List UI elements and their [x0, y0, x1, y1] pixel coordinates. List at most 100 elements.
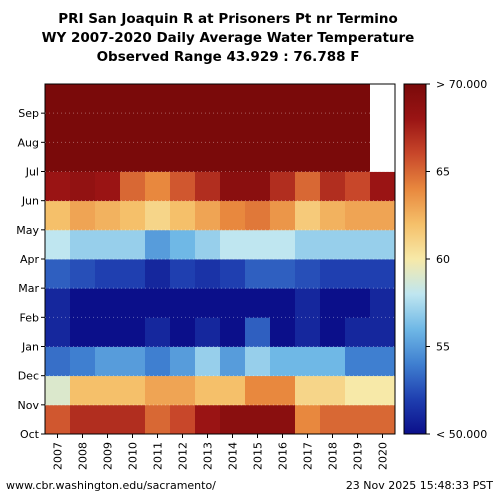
chart-title-line-2: WY 2007-2020 Daily Average Water Tempera…	[41, 30, 415, 46]
heatmap-cell-2015-Jun	[245, 171, 271, 202]
heatmap-cell-2017-Apr	[295, 229, 321, 260]
heatmap-cell-2011-Jun	[145, 171, 171, 202]
colorbar-tick-label: 55	[436, 341, 450, 354]
colorbar-tick-label: 60	[436, 253, 450, 266]
heatmap-cell-2008-Mar	[70, 259, 96, 289]
heatmap-cell-2018-Oct	[320, 404, 346, 435]
heatmap-cell-2016-Feb	[270, 288, 296, 318]
heatmap-cell-2017-Jun	[295, 171, 321, 202]
heatmap-cell-2017-Sep	[295, 84, 321, 114]
heatmap-cell-2017-Feb	[295, 288, 321, 318]
heatmap-cell-2012-Apr	[170, 229, 196, 260]
heatmap-cell-2007-Sep	[45, 84, 71, 114]
heatmap-cell-2013-Nov	[195, 375, 221, 406]
heatmap-cell-2009-Oct	[95, 404, 121, 435]
heatmap-cell-2010-Jul	[120, 142, 146, 172]
heatmap-cell-2011-Jan	[145, 317, 171, 347]
heatmap-cell-2019-May	[345, 200, 371, 231]
heatmap-cell-2008-Aug	[70, 113, 96, 143]
heatmap-cell-2015-May	[245, 200, 271, 231]
heatmap-cell-2015-Jul	[245, 142, 271, 172]
heatmap-cell-2019-Feb	[345, 288, 371, 318]
heatmap-cell-2015-Mar	[245, 259, 271, 289]
heatmap-cell-2008-Feb	[70, 288, 96, 318]
heatmap-cell-2018-May	[320, 200, 346, 231]
heatmap-cell-2007-Dec	[45, 346, 71, 377]
heatmap-cell-2019-Apr	[345, 229, 371, 260]
heatmap-cell-2007-Aug	[45, 113, 71, 143]
heatmap-cell-2015-Nov	[245, 375, 271, 406]
heatmap-cell-2020-Nov	[370, 375, 396, 406]
heatmap-cell-2008-Apr	[70, 229, 96, 260]
heatmap-cell-2007-May	[45, 200, 71, 231]
heatmap-cell-2009-May	[95, 200, 121, 231]
heatmap-cell-2013-Aug	[195, 113, 221, 143]
heatmap-cell-2013-Oct	[195, 404, 221, 435]
y-tick-label: Mar	[18, 282, 39, 295]
heatmap-cell-2016-Jan	[270, 317, 296, 347]
heatmap-cell-2017-Jul	[295, 142, 321, 172]
heatmap-cell-2012-Aug	[170, 113, 196, 143]
heatmap-cell-2020-Dec	[370, 346, 396, 377]
heatmap-cell-2010-Apr	[120, 229, 146, 260]
heatmap-cell-2007-Oct	[45, 404, 71, 435]
y-tick-label: Sep	[18, 107, 39, 120]
heatmap-cell-2014-Apr	[220, 229, 246, 260]
heatmap-cell-2018-Jan	[320, 317, 346, 347]
heatmap-cell-2008-May	[70, 200, 96, 231]
heatmap-cell-2017-Jan	[295, 317, 321, 347]
heatmap-cell-2016-May	[270, 200, 296, 231]
y-tick-label: Nov	[18, 399, 40, 412]
heatmap-cell-2020-Oct	[370, 404, 396, 435]
x-tick-label: 2018	[327, 442, 340, 470]
heatmap-cell-2020-Feb	[370, 288, 396, 318]
heatmap-cell-2015-Apr	[245, 229, 271, 260]
heatmap-cell-2018-Apr	[320, 229, 346, 260]
heatmap-cell-2012-Oct	[170, 404, 196, 435]
heatmap-cell-2011-Oct	[145, 404, 171, 435]
heatmap-cell-2017-Nov	[295, 375, 321, 406]
y-tick-label: Oct	[20, 428, 40, 441]
heatmap-cell-2011-Sep	[145, 84, 171, 114]
footer-timestamp: 23 Nov 2025 15:48:33 PST	[345, 479, 493, 492]
heatmap-cell-2018-Jul	[320, 142, 346, 172]
heatmap-cell-2007-Jun	[45, 171, 71, 202]
x-tick-label: 2015	[252, 442, 265, 470]
x-tick-label: 2007	[52, 442, 65, 470]
heatmap-cell-2014-Jul	[220, 142, 246, 172]
heatmap-cell-2011-Dec	[145, 346, 171, 377]
heatmap-cell-2008-Jan	[70, 317, 96, 347]
heatmap-cell-2010-Jan	[120, 317, 146, 347]
heatmap-cell-2009-Sep	[95, 84, 121, 114]
heatmap-cell-2015-Jan	[245, 317, 271, 347]
heatmap-cell-2012-Sep	[170, 84, 196, 114]
heatmap-cell-2013-May	[195, 200, 221, 231]
heatmap-cell-2012-Nov	[170, 375, 196, 406]
heatmap-cell-2012-Dec	[170, 346, 196, 377]
heatmap-cell-2017-May	[295, 200, 321, 231]
heatmap-cell-2008-Oct	[70, 404, 96, 435]
heatmap-cell-2011-May	[145, 200, 171, 231]
chart-title-line-3: Observed Range 43.929 : 76.788 F	[96, 49, 360, 65]
heatmap-cell-2016-Apr	[270, 229, 296, 260]
heatmap-cell-2011-Apr	[145, 229, 171, 260]
heatmap-cell-2019-Nov	[345, 375, 371, 406]
colorbar	[403, 83, 427, 435]
heatmap-cell-2011-Nov	[145, 375, 171, 406]
heatmap-cell-2008-Dec	[70, 346, 96, 377]
heatmap-cell-2009-Jan	[95, 317, 121, 347]
heatmap-cell-2012-Mar	[170, 259, 196, 289]
heatmap-cell-2007-Jul	[45, 142, 71, 172]
x-tick-label: 2014	[227, 442, 240, 470]
heatmap-cell-2010-Jun	[120, 171, 146, 202]
x-tick-label: 2011	[152, 442, 165, 470]
colorbar-tick-label: 65	[436, 166, 450, 179]
heatmap-cell-2019-Jul	[345, 142, 371, 172]
heatmap-cell-2020-Mar	[370, 259, 396, 289]
y-tick-label: Jun	[21, 195, 39, 208]
y-tick-label: May	[16, 224, 39, 237]
colorbar-tick-label: > 70.000	[436, 78, 487, 91]
heatmap-cell-2019-Aug	[345, 113, 371, 143]
heatmap-cell-2013-Dec	[195, 346, 221, 377]
